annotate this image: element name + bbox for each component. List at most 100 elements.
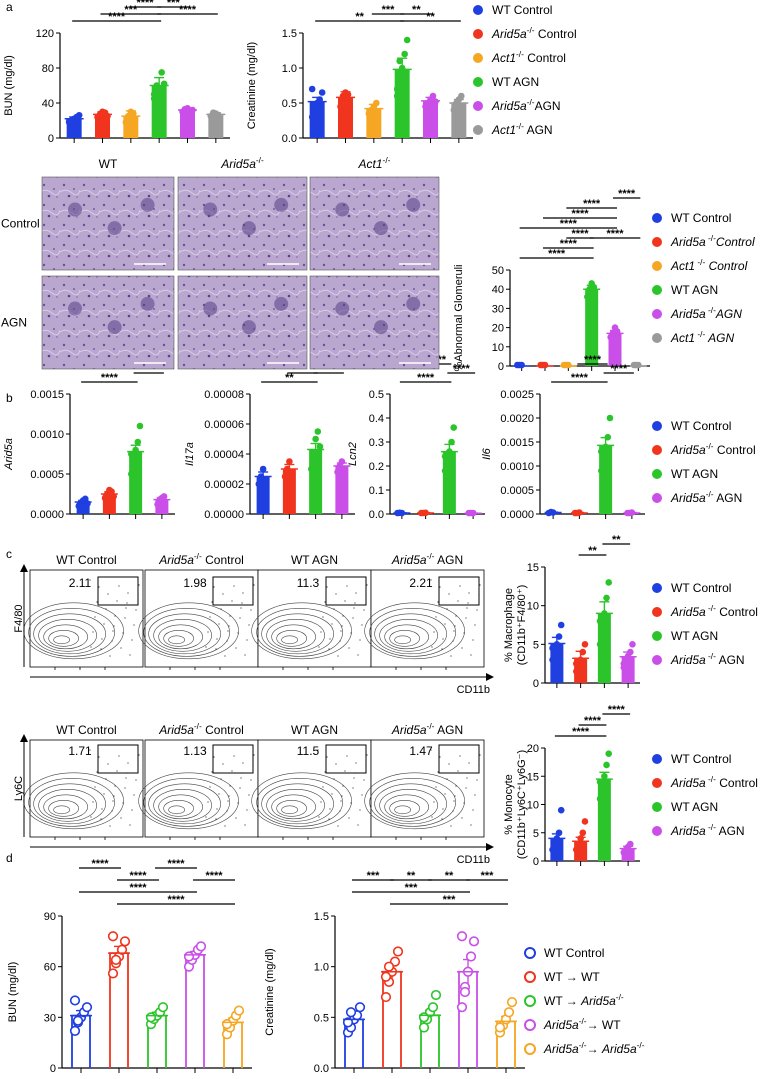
data-point xyxy=(503,1007,515,1018)
data-point xyxy=(494,1022,506,1033)
legend-label: Arid5a -/- AGN xyxy=(670,822,745,838)
data-point xyxy=(158,69,165,76)
data-point xyxy=(396,57,403,65)
y-axis-label: Il17a xyxy=(184,442,196,466)
event-dot xyxy=(253,584,255,586)
label-part: AGN xyxy=(705,331,734,345)
data-point xyxy=(308,113,316,121)
label-part: -/- xyxy=(516,121,524,131)
event-dot xyxy=(431,816,433,818)
label-part: Arid5a xyxy=(220,157,256,171)
legend-marker xyxy=(473,101,483,111)
y-tick-label: 0.00008 xyxy=(204,389,244,401)
event-dot xyxy=(479,584,481,586)
significance-label: **** xyxy=(584,715,602,727)
data-point xyxy=(392,946,404,957)
event-dot xyxy=(246,809,248,811)
glomerulus xyxy=(335,301,350,316)
contour-line xyxy=(48,630,79,647)
y-tick-label: 0.0005 xyxy=(30,469,64,481)
significance-label: **** xyxy=(610,363,628,375)
event-dot xyxy=(213,756,215,758)
bar xyxy=(585,289,599,366)
label-part: AGN xyxy=(716,653,745,667)
glomerulus xyxy=(107,221,122,236)
histology-row-label: AGN xyxy=(1,316,27,330)
legend-marker xyxy=(652,631,662,641)
data-point xyxy=(555,829,563,837)
histology-row-label: Control xyxy=(1,217,40,231)
event-dot xyxy=(218,623,220,625)
event-dot xyxy=(125,607,127,609)
label-part: -/- xyxy=(194,721,202,731)
event-dot xyxy=(89,579,91,581)
chart-c_mono: 0 5 10 15 20 % Monocyte (CD11b⁺Ly6C⁺Ly6G⁻) ****… xyxy=(503,704,640,868)
legend-marker xyxy=(652,826,662,836)
event-dot xyxy=(342,785,344,787)
data-point xyxy=(215,111,222,119)
event-dot xyxy=(326,586,328,588)
y-tick-label: 0.0015 xyxy=(500,437,534,449)
gate xyxy=(97,576,139,606)
event-dot xyxy=(220,608,222,610)
label-part: Arid5a xyxy=(670,491,706,505)
event-dot xyxy=(222,593,224,595)
label-part: -/- xyxy=(527,25,535,35)
chart-b_arid: 0.00000.00050.00100.0015Arid5a**********… xyxy=(3,354,175,521)
event-dot xyxy=(114,615,116,617)
event-dot xyxy=(340,800,342,802)
label-part: Control xyxy=(716,605,758,619)
event-dot xyxy=(111,640,113,642)
legend-label: Act1 -/- AGN xyxy=(670,329,734,345)
event-dot xyxy=(205,816,207,818)
event-dot xyxy=(227,800,229,802)
y-axis-label: Il6 xyxy=(481,447,493,460)
event-dot xyxy=(357,654,359,656)
event-dot xyxy=(333,608,335,610)
y-tick-label: 0.0000 xyxy=(30,509,64,521)
event-dot xyxy=(138,754,140,756)
event-dot xyxy=(90,646,92,648)
flow-plot-title: WT AGN xyxy=(291,723,338,737)
data-point xyxy=(127,470,135,478)
legend-marker xyxy=(652,607,662,617)
label-part: Control xyxy=(705,259,747,273)
bar xyxy=(129,451,143,514)
event-dot xyxy=(352,787,354,789)
label-part: -/- xyxy=(706,489,714,499)
event-dot xyxy=(450,825,452,827)
legend-label: WT Control xyxy=(492,3,552,17)
label-part: AGN xyxy=(434,723,463,737)
flow-plot xyxy=(144,739,259,838)
event-dot xyxy=(107,763,109,765)
event-dot xyxy=(239,787,241,789)
data-point xyxy=(69,995,81,1006)
label-part: WT xyxy=(671,800,690,814)
flow-plot-title: WT Control xyxy=(56,723,116,737)
legend-marker xyxy=(524,995,536,1007)
label-part: WT xyxy=(671,211,690,225)
y-tick-label: 0.5 xyxy=(314,1012,329,1024)
label-part: Arid5a xyxy=(543,1018,579,1032)
event-dot xyxy=(318,816,320,818)
event-dot xyxy=(220,778,222,780)
data-point xyxy=(596,795,604,803)
event-dot xyxy=(209,616,211,618)
label-part: AGN xyxy=(715,307,742,321)
panel-letter-b: b xyxy=(6,391,13,405)
data-point xyxy=(601,772,608,780)
legend-label: WT Control xyxy=(544,946,604,960)
event-dot xyxy=(109,655,111,657)
contour-line xyxy=(261,783,334,825)
event-dot xyxy=(235,817,237,819)
event-dot xyxy=(204,579,206,581)
event-dot xyxy=(446,778,448,780)
label-part: Control xyxy=(689,211,731,225)
y-tick-label: 80 xyxy=(42,63,54,75)
y-tick-label: 1.0 xyxy=(282,63,297,75)
data-point xyxy=(221,1018,233,1030)
legend-marker xyxy=(652,754,662,764)
glomerulus xyxy=(203,202,218,217)
contour-line xyxy=(251,602,352,660)
